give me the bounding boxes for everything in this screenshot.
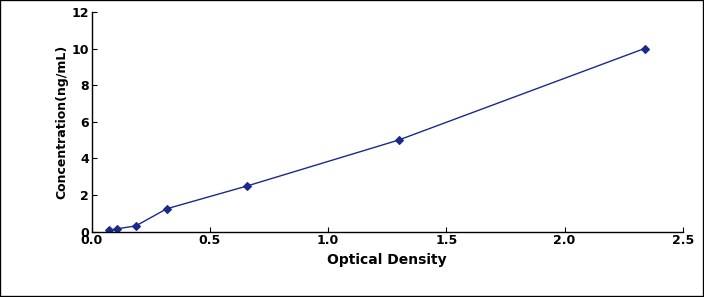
Y-axis label: Concentration(ng/mL): Concentration(ng/mL) — [56, 45, 68, 199]
X-axis label: Optical Density: Optical Density — [327, 253, 447, 267]
